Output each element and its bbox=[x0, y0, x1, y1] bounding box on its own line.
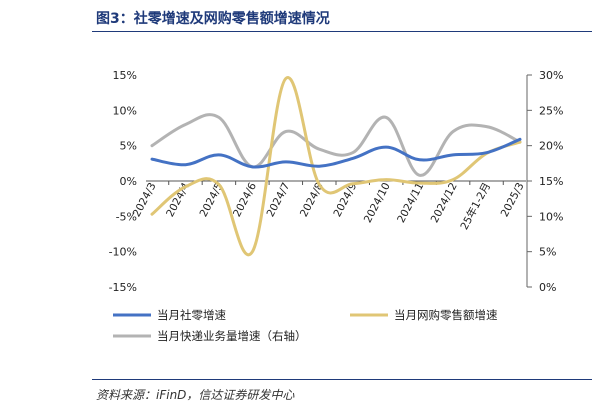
y-right-tick-label: 15% bbox=[539, 175, 563, 188]
y-left-tick-label: 10% bbox=[113, 104, 137, 117]
x-tick-label: 2024/11 bbox=[395, 181, 426, 225]
source-rule bbox=[92, 379, 592, 380]
figure-title: 图3：社零增速及网购零售额增速情况 bbox=[96, 11, 330, 27]
y-right-tick-label: 25% bbox=[539, 104, 563, 117]
series-line bbox=[150, 137, 522, 169]
legend-label: 当月网购零售额增速 bbox=[394, 308, 498, 322]
x-tick-label: 2024/6 bbox=[231, 181, 259, 220]
y-right-tick-label: 30% bbox=[539, 69, 563, 82]
y-left-tick-label: -15% bbox=[109, 281, 137, 294]
y-left-tick-label: 5% bbox=[120, 140, 137, 153]
x-tick-label: 2024/7 bbox=[265, 181, 293, 219]
chart: -15% -10% -5% 0% 5% 10% 15% 0% 5% 10% 15% 20% 25% 30%… bbox=[109, 69, 564, 343]
y-right-tick-label: 20% bbox=[539, 140, 563, 153]
x-tick-label: 2025/3 bbox=[499, 181, 527, 219]
source-note: 资料来源：iFinD，信达证券研发中心 bbox=[96, 388, 295, 402]
y-right-tick-label: 5% bbox=[539, 246, 556, 259]
legend-label: 当月社零增速 bbox=[157, 308, 226, 322]
x-tick-label: 25年1-2月 bbox=[458, 180, 494, 232]
y-left-tick-label: -10% bbox=[109, 246, 137, 259]
y-right-tick-label: 10% bbox=[539, 210, 563, 223]
y-left-tick-label: -5% bbox=[116, 210, 137, 223]
title-rule bbox=[92, 31, 592, 32]
x-tick-label: 2024/10 bbox=[362, 181, 393, 225]
y-right-tick-label: 0% bbox=[539, 281, 556, 294]
legend-label: 当月快递业务量增速（右轴） bbox=[157, 329, 307, 343]
y-left-tick-label: 0% bbox=[120, 175, 137, 188]
chart-axes: -15% -10% -5% 0% 5% 10% 15% 0% 5% 10% 15% 20% 25% 30%… bbox=[109, 69, 564, 294]
x-tick-label: 2024/12 bbox=[429, 181, 460, 225]
chart-series bbox=[150, 76, 522, 257]
y-left-tick-label: 15% bbox=[113, 69, 137, 82]
series-line bbox=[150, 76, 522, 257]
series-line bbox=[150, 113, 522, 177]
